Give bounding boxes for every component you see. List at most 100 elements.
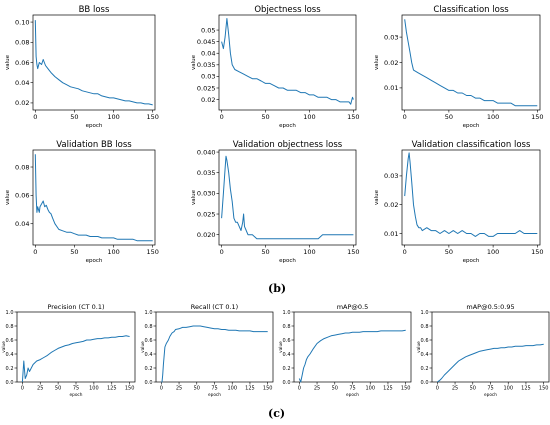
- y-tick-label: 0.045: [197, 38, 216, 46]
- y-axis-label: value: [1, 341, 7, 353]
- x-tick-label: 75: [211, 386, 217, 392]
- y-tick-label: 0.025: [197, 210, 216, 218]
- y-tick-label: 0.02: [201, 96, 215, 104]
- y-tick-label: 0.02: [15, 99, 29, 107]
- x-tick-label: 100: [107, 248, 119, 256]
- x-tick-label: 100: [227, 386, 237, 392]
- x-tick-label: 100: [487, 248, 499, 256]
- plot-frame: [32, 14, 156, 111]
- x-tick-label: 150: [146, 248, 158, 256]
- y-tick-label: 0.6: [283, 338, 291, 344]
- y-tick-label: 0.0: [283, 380, 291, 386]
- x-tick-label: 50: [70, 248, 78, 256]
- panel-label-c: (c): [268, 407, 286, 420]
- chart-1: BB loss 0 50 100 150 0.02 0.04 0.06 0.08 0.10 epoc…: [5, 5, 159, 129]
- x-tick-label: 150: [125, 386, 135, 392]
- x-tick-label: 0: [220, 113, 224, 121]
- y-tick-label: 0.03: [384, 172, 398, 180]
- y-tick-label: 0.6: [6, 338, 14, 344]
- x-tick-label: 100: [107, 113, 119, 121]
- chart-title: mAP@0.5: [337, 303, 369, 311]
- x-tick-label: 0: [403, 113, 407, 121]
- series-line: [221, 18, 354, 105]
- x-tick-label: 75: [487, 386, 493, 392]
- y-axis-label: value: [278, 341, 284, 353]
- y-tick-label: 0.8: [421, 324, 429, 330]
- y-tick-label: 0.02: [384, 201, 398, 209]
- plot-frame: [431, 311, 550, 383]
- y-tick-label: 0.6: [145, 338, 153, 344]
- x-tick-label: 150: [347, 248, 359, 256]
- x-tick-label: 0: [33, 248, 37, 256]
- x-tick-label: 125: [383, 386, 393, 392]
- series-line: [21, 335, 130, 383]
- x-axis-label: epoch: [86, 258, 103, 264]
- y-tick-label: 0.08: [15, 39, 29, 47]
- x-tick-label: 0: [21, 386, 24, 392]
- plot-frame: [218, 149, 357, 246]
- chart-title: Objectness loss: [254, 5, 321, 15]
- x-tick-label: 100: [365, 386, 375, 392]
- y-tick-label: 0.2: [6, 366, 14, 372]
- y-tick-label: 0.020: [197, 231, 216, 239]
- y-tick-label: 1.0: [421, 310, 429, 316]
- y-tick-label: 0.01: [384, 230, 398, 238]
- chart-title: Recall (CT 0.1): [191, 303, 238, 311]
- x-tick-label: 100: [303, 113, 315, 121]
- y-tick-label: 0.04: [15, 220, 29, 228]
- y-tick-label: 0.06: [15, 192, 29, 200]
- x-tick-label: 0: [33, 113, 37, 121]
- series-line: [404, 19, 538, 107]
- x-tick-label: 25: [452, 386, 458, 392]
- chart-2: Objectness loss 0 50 100 150 0.02 0.025 0.03 0.0…: [191, 5, 360, 129]
- x-tick-label: 50: [445, 248, 453, 256]
- plot-frame: [155, 311, 274, 383]
- plot-frame: [218, 14, 357, 111]
- x-axis-label: epoch: [279, 258, 296, 264]
- y-tick-label: 0.8: [6, 324, 14, 330]
- x-tick-label: 150: [539, 386, 549, 392]
- chart-9: mAP@0.5 0 25 50 75 100 125 150 0.0 0.2 0.4 0.6 0.8 1.…: [278, 303, 412, 398]
- chart-title: Validation objectness loss: [233, 140, 343, 150]
- x-axis-label: epoch: [70, 392, 83, 398]
- x-axis-label: epoch: [208, 392, 221, 398]
- x-tick-label: 50: [261, 113, 269, 121]
- chart-5: Validation objectness loss 0 50 100 150 0.020…: [191, 140, 360, 264]
- series-line: [298, 329, 406, 383]
- y-tick-label: 1.0: [145, 310, 153, 316]
- y-tick-label: 0.2: [421, 366, 429, 372]
- x-tick-label: 25: [37, 386, 43, 392]
- x-tick-label: 100: [303, 248, 315, 256]
- x-tick-label: 150: [401, 386, 411, 392]
- chart-8: Recall (CT 0.1) 0 25 50 75 100 125 150 0.0 0.2 0.4…: [140, 303, 274, 398]
- y-tick-label: 0.2: [283, 366, 291, 372]
- y-tick-label: 0.8: [283, 324, 291, 330]
- chart-10: mAP@0.5:0.95 0 25 50 75 100 125 150 0.0 0.2 0.4 0.6…: [416, 303, 550, 398]
- chart-title: BB loss: [79, 5, 110, 15]
- y-axis-label: value: [416, 341, 422, 353]
- chart-title: mAP@0.5:0.95: [466, 303, 514, 311]
- x-tick-label: 125: [521, 386, 531, 392]
- y-axis-label: value: [374, 189, 380, 205]
- y-tick-label: 0.01: [384, 84, 398, 92]
- series-line: [221, 155, 354, 240]
- x-axis-label: epoch: [463, 258, 480, 264]
- y-axis-label: value: [5, 189, 11, 205]
- y-tick-label: 0.0: [6, 380, 14, 386]
- chart-title: Precision (CT 0.1): [47, 303, 104, 311]
- x-tick-label: 50: [261, 248, 269, 256]
- y-tick-label: 0.0: [421, 380, 429, 386]
- x-tick-label: 50: [194, 386, 200, 392]
- y-tick-label: 0.8: [145, 324, 153, 330]
- x-axis-label: epoch: [463, 123, 480, 129]
- x-axis-label: epoch: [279, 123, 296, 129]
- y-axis-label: value: [374, 54, 380, 70]
- x-tick-label: 150: [263, 386, 273, 392]
- series-line: [34, 20, 153, 106]
- chart-title: Classification loss: [433, 5, 509, 15]
- x-tick-label: 0: [403, 248, 407, 256]
- x-tick-label: 50: [332, 386, 338, 392]
- x-tick-label: 50: [70, 113, 78, 121]
- y-tick-label: 0.04: [15, 79, 29, 87]
- x-tick-label: 75: [73, 386, 79, 392]
